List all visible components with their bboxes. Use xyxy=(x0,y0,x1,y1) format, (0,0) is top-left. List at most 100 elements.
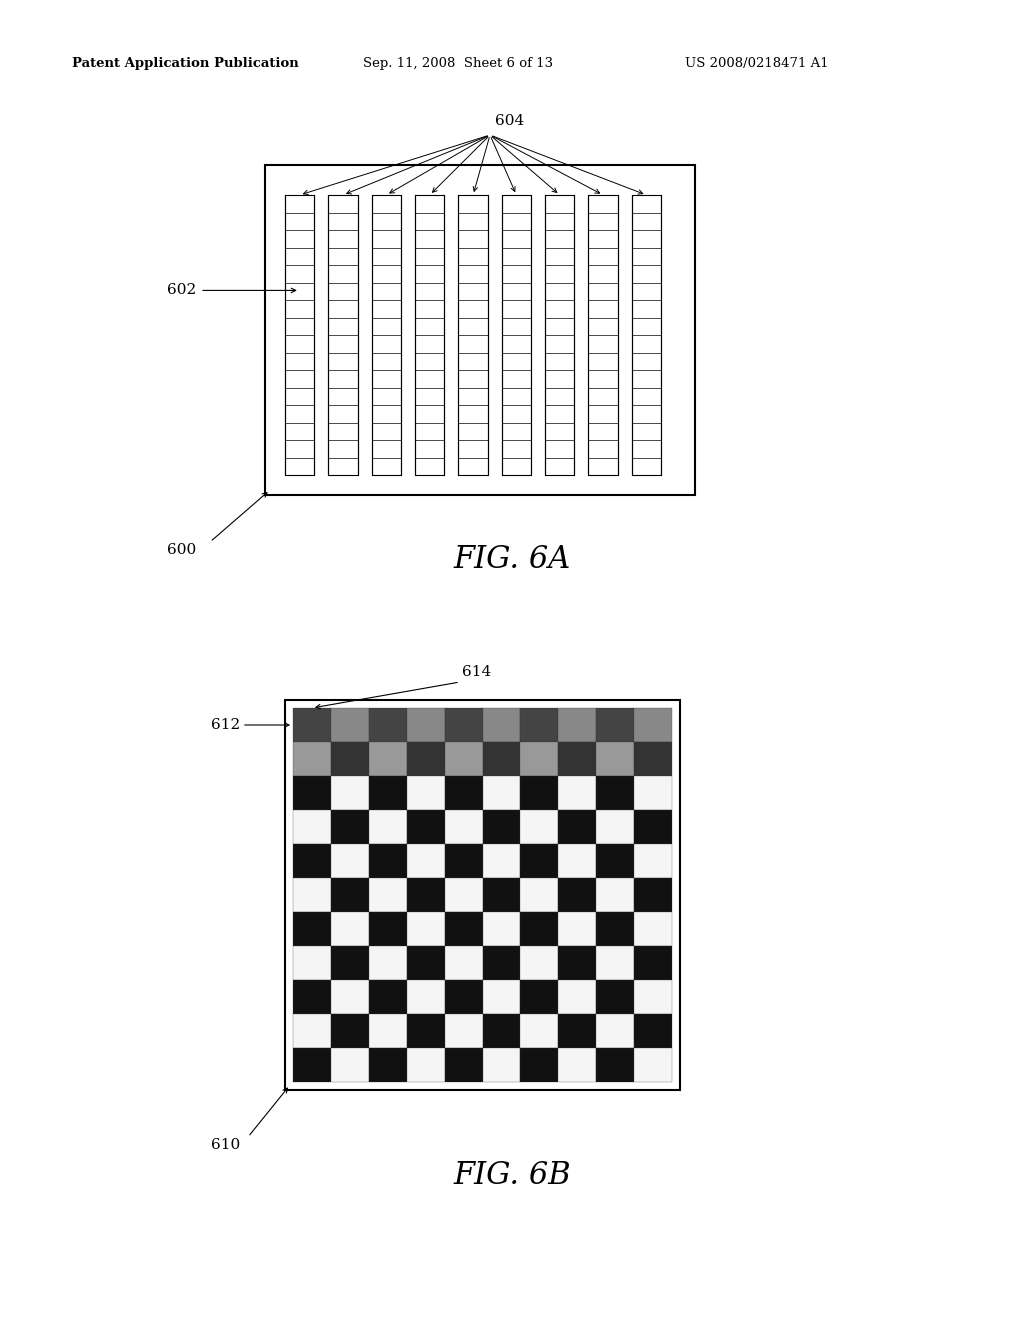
Bar xyxy=(596,946,634,979)
Bar xyxy=(369,946,407,979)
Bar xyxy=(634,912,672,946)
Bar xyxy=(482,1048,520,1082)
Bar xyxy=(596,810,634,843)
Text: Sep. 11, 2008  Sheet 6 of 13: Sep. 11, 2008 Sheet 6 of 13 xyxy=(362,57,553,70)
Text: 614: 614 xyxy=(462,665,492,678)
Bar xyxy=(520,1014,558,1048)
Bar xyxy=(502,195,531,475)
Bar xyxy=(558,1014,596,1048)
Bar xyxy=(482,810,520,843)
Bar xyxy=(596,776,634,810)
Bar xyxy=(407,878,444,912)
Bar xyxy=(331,979,369,1014)
Bar xyxy=(369,979,407,1014)
Bar xyxy=(444,810,482,843)
Bar xyxy=(293,1014,331,1048)
Bar xyxy=(293,878,331,912)
Text: US 2008/0218471 A1: US 2008/0218471 A1 xyxy=(685,57,828,70)
Bar xyxy=(407,1014,444,1048)
Bar xyxy=(596,1048,634,1082)
Bar xyxy=(482,742,520,776)
Bar xyxy=(558,878,596,912)
Bar xyxy=(444,776,482,810)
Bar xyxy=(634,776,672,810)
Bar xyxy=(634,843,672,878)
Bar xyxy=(558,946,596,979)
Bar xyxy=(520,912,558,946)
Bar xyxy=(634,946,672,979)
Bar xyxy=(331,912,369,946)
Bar xyxy=(596,708,634,742)
Bar xyxy=(558,708,596,742)
Bar xyxy=(558,742,596,776)
Bar xyxy=(407,742,444,776)
Bar xyxy=(331,878,369,912)
Bar xyxy=(331,843,369,878)
Bar xyxy=(407,912,444,946)
Bar xyxy=(293,776,331,810)
Bar xyxy=(293,912,331,946)
Bar xyxy=(634,1014,672,1048)
Bar xyxy=(520,708,558,742)
Bar xyxy=(369,776,407,810)
Bar xyxy=(482,776,520,810)
Bar xyxy=(407,810,444,843)
Bar xyxy=(596,878,634,912)
Bar xyxy=(369,912,407,946)
Bar xyxy=(634,708,672,742)
Bar xyxy=(444,1014,482,1048)
Bar xyxy=(634,878,672,912)
Text: 602: 602 xyxy=(167,284,196,297)
Bar xyxy=(369,1048,407,1082)
Bar xyxy=(482,843,520,878)
Bar xyxy=(407,708,444,742)
Bar xyxy=(558,776,596,810)
Bar xyxy=(520,878,558,912)
Bar xyxy=(293,1048,331,1082)
Bar xyxy=(596,742,634,776)
Bar xyxy=(293,742,331,776)
Bar xyxy=(589,195,617,475)
Bar xyxy=(331,810,369,843)
Text: 604: 604 xyxy=(495,114,524,128)
Bar xyxy=(482,708,520,742)
Bar xyxy=(444,843,482,878)
Bar xyxy=(634,742,672,776)
Bar xyxy=(369,843,407,878)
Bar xyxy=(596,912,634,946)
Bar xyxy=(545,195,574,475)
Bar xyxy=(482,946,520,979)
Bar xyxy=(293,810,331,843)
Bar xyxy=(558,912,596,946)
Bar xyxy=(558,843,596,878)
Bar xyxy=(634,1048,672,1082)
Bar xyxy=(293,843,331,878)
Bar xyxy=(329,195,357,475)
Bar xyxy=(482,1014,520,1048)
Bar xyxy=(558,810,596,843)
Bar xyxy=(407,843,444,878)
Bar xyxy=(444,979,482,1014)
Bar xyxy=(285,195,314,475)
Bar xyxy=(520,742,558,776)
Bar xyxy=(520,1048,558,1082)
Bar xyxy=(596,843,634,878)
Bar xyxy=(596,979,634,1014)
Bar xyxy=(331,946,369,979)
Bar xyxy=(520,776,558,810)
Bar xyxy=(407,979,444,1014)
Bar xyxy=(293,946,331,979)
Bar xyxy=(558,979,596,1014)
Bar xyxy=(520,810,558,843)
Bar xyxy=(407,1048,444,1082)
Bar xyxy=(596,1014,634,1048)
Bar xyxy=(632,195,662,475)
Text: FIG. 6A: FIG. 6A xyxy=(454,544,570,576)
Bar xyxy=(331,742,369,776)
Bar xyxy=(293,979,331,1014)
Bar xyxy=(293,708,331,742)
Bar xyxy=(482,912,520,946)
Text: FIG. 6B: FIG. 6B xyxy=(454,1159,570,1191)
Bar xyxy=(407,946,444,979)
Text: 612: 612 xyxy=(211,718,240,733)
